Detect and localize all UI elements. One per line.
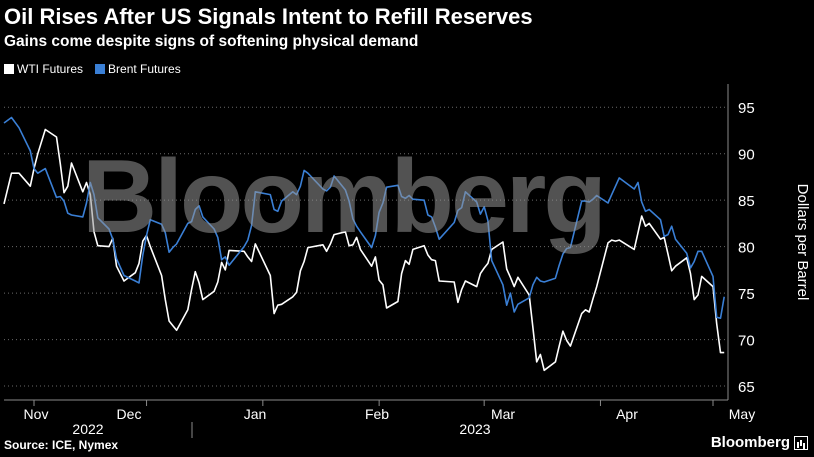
chart-subtitle: Gains come despite signs of softening ph… (4, 33, 419, 50)
legend-item-brent: Brent Futures (95, 62, 181, 76)
x-month-label: Mar (491, 406, 515, 422)
tick-labels: 65 70 75 80 85 90 95 Dollars per Barrel Nov Dec Ja… (24, 100, 811, 437)
chart-logo-icon (794, 435, 808, 450)
source-note: Source: ICE, Nymex (4, 438, 119, 452)
legend-label-wti: WTI Futures (17, 62, 84, 76)
x-year-label: 2023 (459, 421, 490, 437)
legend-label-brent: Brent Futures (108, 62, 181, 76)
y-tick-label-70: 70 (738, 333, 755, 350)
y-tick-label-65: 65 (738, 379, 755, 396)
grid-lines (4, 106, 728, 387)
y-tick-label-80: 80 (738, 240, 755, 257)
y-tick-label-75: 75 (738, 286, 755, 303)
y-tick-label-90: 90 (738, 147, 755, 164)
axes (4, 84, 729, 438)
x-month-label: Dec (117, 406, 142, 422)
x-month-label: Apr (616, 406, 638, 422)
brand-name: Bloomberg (710, 434, 790, 451)
brand-logo: Bloomberg (711, 434, 808, 451)
legend-swatch-wti (4, 64, 14, 74)
x-month-label: Nov (24, 406, 49, 422)
legend-item-wti: WTI Futures (4, 62, 83, 76)
y-tick-label-85: 85 (738, 193, 755, 210)
x-month-label: May (729, 406, 755, 422)
x-month-label: Feb (365, 406, 389, 422)
x-month-label: Jan (244, 406, 267, 422)
legend: WTI Futures Brent Futures (4, 62, 193, 76)
legend-swatch-brent (95, 64, 106, 74)
series-lines (3, 116, 725, 372)
chart-title: Oil Rises After US Signals Intent to Ref… (4, 4, 533, 29)
series-line-wti (3, 128, 725, 372)
series-line-brent (3, 116, 725, 319)
y-tick-label-95: 95 (738, 100, 755, 117)
x-year-label: 2022 (72, 421, 103, 437)
y-axis-title: Dollars per Barrel (794, 184, 811, 301)
